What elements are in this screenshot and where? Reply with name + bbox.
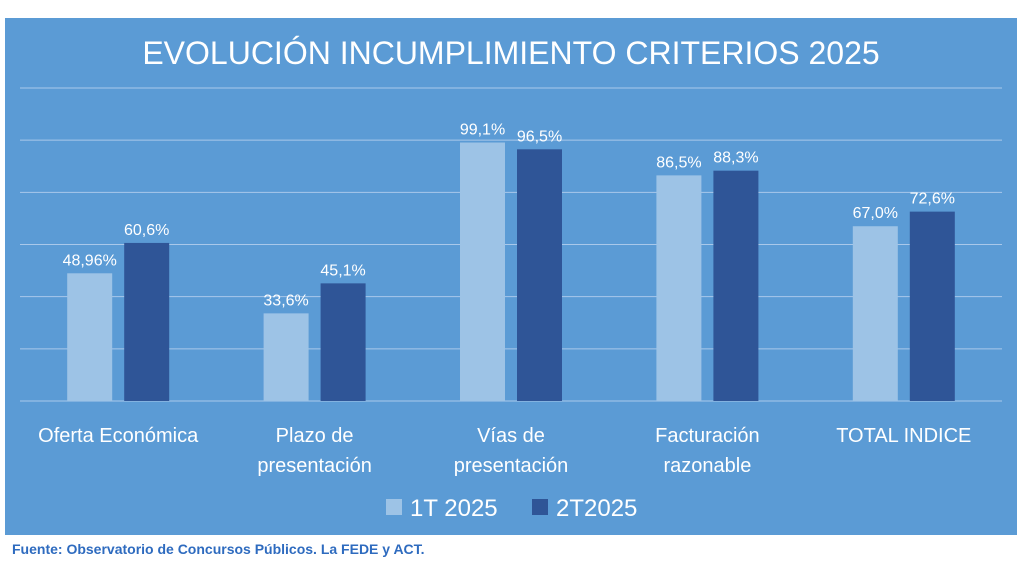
category-label-line: TOTAL INDICE [836, 425, 971, 447]
legend: 1T 2025 2T2025 [386, 495, 637, 522]
category-label-line: presentación [257, 455, 372, 477]
chart-title: EVOLUCIÓN INCUMPLIMIENTO CRITERIOS 2025 [142, 35, 879, 71]
bar-2-1 [320, 283, 366, 401]
bar-1-1 [263, 313, 309, 401]
bar-1-2 [460, 142, 505, 401]
data-label: 45,1% [320, 262, 365, 279]
data-label: 72,6% [910, 191, 955, 208]
bar-2-4 [909, 211, 955, 401]
bar-2-2 [517, 149, 562, 401]
category-label-line: razonable [663, 455, 751, 477]
source-note: Fuente: Observatorio de Concursos Públic… [12, 541, 425, 557]
data-label: 67,0% [853, 205, 898, 222]
bar-1-0 [67, 273, 113, 401]
category-label: Facturación razonable [655, 425, 760, 477]
legend-label: 1T 2025 [410, 495, 498, 522]
data-label: 86,5% [656, 154, 701, 171]
bar-2-3 [713, 170, 759, 401]
category-label-line: presentación [454, 455, 569, 477]
data-label: 99,1% [460, 122, 505, 139]
category-label-line: Vías de [477, 425, 545, 447]
bar-chart: EVOLUCIÓN INCUMPLIMIENTO CRITERIOS 2025 … [20, 35, 1002, 522]
gridlines [20, 87, 1002, 402]
legend-swatch [532, 499, 548, 515]
legend-label: 2T2025 [556, 495, 637, 522]
bar-1-3 [656, 175, 702, 401]
data-label: 48,96% [63, 252, 117, 269]
data-label: 88,3% [713, 150, 758, 167]
data-labels: 48,96% 60,6% 33,6% 45,1% 99,1% 96,5% 86,5% 88,3… [63, 122, 955, 310]
data-label: 96,5% [517, 128, 562, 145]
category-labels: Oferta Económica Plazo de presentaciónVías… [38, 425, 971, 477]
data-label: 33,6% [263, 292, 308, 309]
bar-1-4 [852, 226, 898, 401]
category-label: Oferta Económica [38, 425, 199, 447]
data-label: 60,6% [124, 222, 169, 239]
bar-2-0 [124, 242, 170, 401]
category-label-line: Plazo de [276, 425, 354, 447]
category-label: Vías de presentación [454, 425, 569, 477]
category-label: TOTAL INDICE [836, 425, 971, 447]
bars [67, 142, 955, 401]
chart-panel: EVOLUCIÓN INCUMPLIMIENTO CRITERIOS 2025 … [5, 18, 1017, 535]
legend-swatch [386, 499, 402, 515]
category-label-line: Oferta Económica [38, 425, 199, 447]
category-label-line: Facturación [655, 425, 760, 447]
category-label: Plazo de presentación [257, 425, 372, 477]
